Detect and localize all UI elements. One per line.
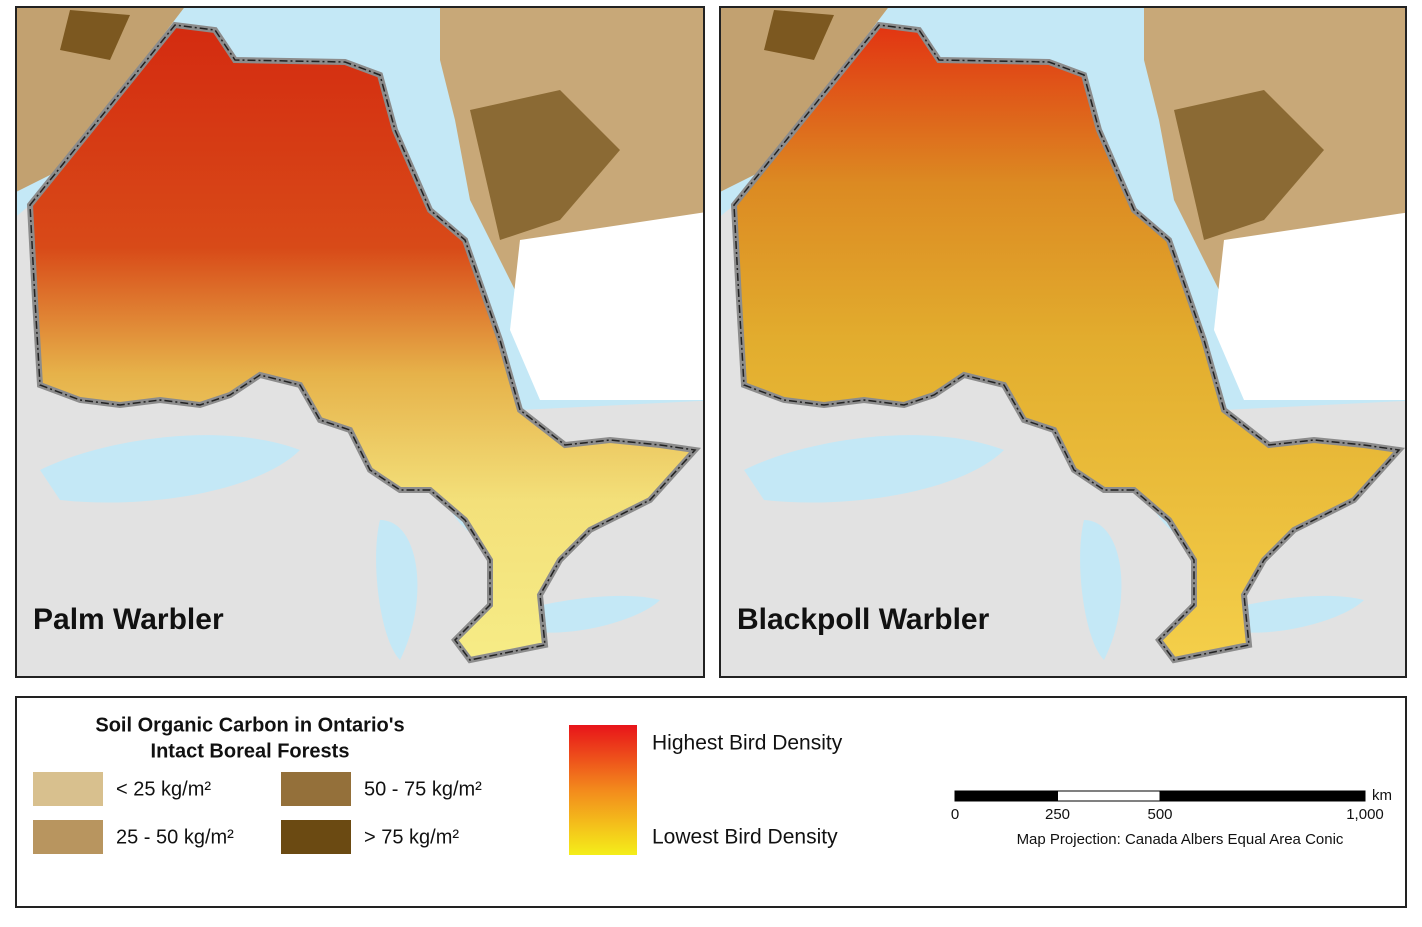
scale-segment — [1159, 790, 1366, 802]
soil-legend: < 25 kg/m² 25 - 50 kg/m² 50 - 75 kg/m² > 75… — [33, 772, 482, 854]
scale-tick-label: 500 — [1147, 806, 1172, 823]
scale-segment — [954, 790, 1058, 802]
projection-note: Map Projection: Canada Albers Equal Area… — [1017, 831, 1344, 848]
scale-tick-label: 250 — [1045, 806, 1070, 823]
map-panel — [720, 7, 1406, 677]
scale-segment — [1057, 790, 1161, 802]
density-ramp — [569, 725, 637, 855]
map-title: Blackpoll Warbler — [737, 603, 990, 636]
soil-class-label: 50 - 75 kg/m² — [364, 778, 482, 800]
soil-swatch — [33, 772, 103, 806]
soil-class-label: > 75 kg/m² — [364, 826, 459, 848]
soil-class-label: < 25 kg/m² — [116, 778, 211, 800]
density-low-label: Lowest Bird Density — [652, 826, 838, 849]
map-frame — [15, 6, 705, 678]
soil-swatch — [281, 820, 351, 854]
map-frame — [719, 6, 1407, 678]
soil-swatch — [281, 772, 351, 806]
legend-title: Soil Organic Carbon in Ontario's — [95, 714, 404, 736]
scale-tick-label: 1,000 — [1346, 806, 1384, 823]
map-title: Palm Warbler — [33, 603, 224, 636]
legend-title: Intact Boreal Forests — [151, 740, 350, 762]
map-panel — [16, 7, 704, 677]
density-high-label: Highest Bird Density — [652, 732, 843, 755]
scale-tick-label: 0 — [951, 806, 959, 823]
scale-bar: 0 250 500 1,000 — [951, 790, 1384, 823]
legend-box — [15, 696, 1407, 908]
soil-class-label: 25 - 50 kg/m² — [116, 826, 234, 848]
scale-unit: km — [1372, 787, 1392, 804]
soil-swatch — [33, 820, 103, 854]
